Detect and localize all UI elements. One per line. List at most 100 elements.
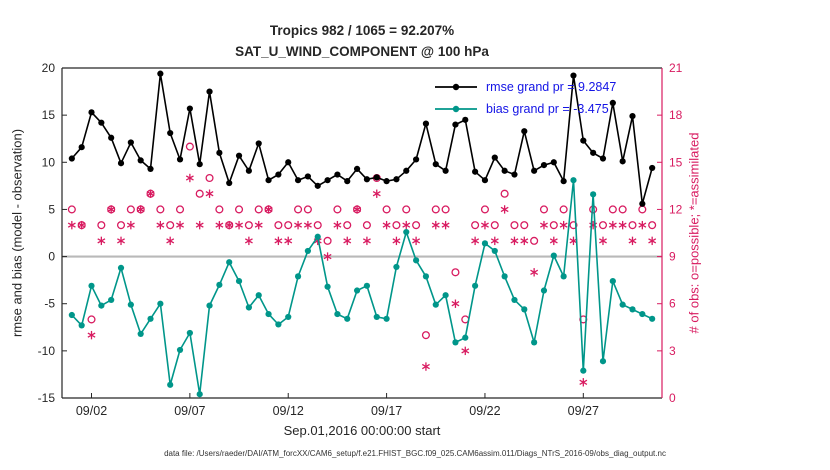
marker-filled-circle [294, 177, 302, 184]
marker-open-circle [392, 221, 401, 230]
marker-open-circle [598, 221, 608, 230]
legend-entry-rmse: rmse grand pr = 9.2847 [433, 76, 616, 98]
marker-filled-circle [235, 152, 243, 159]
marker-filled-circle [78, 322, 85, 329]
marker-filled-circle [275, 321, 282, 328]
marker-filled-circle [334, 171, 341, 178]
marker-open-circle [402, 205, 411, 214]
marker-filled-circle [353, 165, 361, 172]
y-tick-label-right: 6 [669, 297, 676, 311]
marker-asterisk [254, 222, 263, 228]
marker-filled-circle [531, 339, 538, 346]
x-tick-label: 09/02 [76, 404, 107, 418]
marker-open-circle [530, 236, 539, 245]
marker-filled-circle [481, 177, 489, 184]
marker-asterisk [87, 332, 96, 338]
marker-asterisk [185, 175, 194, 181]
marker-asterisk [343, 238, 352, 244]
y-tick-label-left: -5 [44, 297, 55, 311]
marker-filled-circle [531, 167, 538, 174]
marker-filled-circle [403, 228, 410, 236]
marker-open-circle [116, 221, 126, 230]
marker-filled-circle [649, 315, 656, 322]
marker-open-circle [175, 205, 185, 214]
marker-filled-circle [206, 302, 213, 309]
marker-filled-circle [570, 72, 577, 79]
marker-filled-circle [255, 140, 262, 147]
marker-filled-circle [255, 292, 262, 299]
marker-filled-circle [629, 112, 636, 120]
marker-asterisk [599, 238, 607, 244]
marker-asterisk [333, 222, 342, 228]
marker-open-circle [156, 205, 165, 214]
marker-open-circle [441, 205, 450, 214]
marker-asterisk [618, 222, 627, 228]
marker-filled-circle [491, 247, 498, 255]
marker-filled-circle [599, 358, 607, 365]
marker-open-circle [294, 205, 303, 214]
x-tick-label: 09/27 [568, 404, 599, 418]
marker-filled-circle [511, 171, 518, 178]
marker-open-circle [628, 221, 637, 230]
marker-filled-circle [275, 171, 282, 178]
bias-line [71, 179, 653, 396]
marker-asterisk [353, 206, 362, 213]
marker-filled-circle [88, 109, 95, 116]
marker-asterisk [549, 238, 558, 244]
marker-asterisk [648, 238, 657, 244]
marker-asterisk [205, 191, 214, 197]
marker-open-circle [500, 189, 509, 198]
marker-filled-circle [412, 156, 420, 163]
y-tick-label-right: 18 [669, 108, 683, 122]
y-tick-label-left: 0 [48, 250, 55, 264]
marker-asterisk [244, 238, 253, 244]
marker-filled-circle [216, 281, 223, 288]
legend-sample-rmse-line [435, 83, 477, 91]
marker-open-circle [234, 205, 244, 214]
marker-filled-circle [294, 273, 302, 280]
marker-filled-circle [344, 315, 351, 322]
marker-filled-circle [452, 339, 459, 346]
marker-filled-circle [206, 88, 213, 95]
marker-open-circle [559, 205, 568, 214]
marker-asterisk [461, 348, 470, 354]
marker-asterisk [146, 191, 155, 197]
marker-filled-circle [393, 176, 400, 183]
marker-filled-circle [472, 282, 479, 289]
marker-asterisk [235, 222, 244, 228]
marker-open-circle [323, 236, 332, 245]
marker-filled-circle [599, 155, 607, 162]
marker-open-circle [471, 221, 480, 230]
marker-filled-circle [186, 105, 193, 112]
marker-open-circle [431, 205, 440, 214]
marker-filled-circle [304, 247, 312, 255]
marker-filled-circle [98, 119, 105, 126]
marker-asterisk [284, 238, 293, 244]
marker-filled-circle [560, 273, 567, 280]
marker-asterisk [530, 269, 539, 275]
marker-open-circle [87, 315, 96, 324]
legend-sample-bias-line [435, 105, 477, 113]
marker-asterisk [402, 222, 411, 228]
marker-open-circle [510, 221, 519, 230]
marker-filled-circle [442, 167, 449, 174]
marker-filled-circle [393, 263, 400, 271]
marker-filled-circle [639, 200, 646, 207]
marker-filled-circle [550, 159, 557, 166]
marker-filled-circle [127, 139, 134, 146]
marker-filled-circle [363, 282, 371, 289]
marker-open-circle [490, 221, 499, 230]
marker-filled-circle [590, 149, 597, 156]
marker-asterisk [97, 238, 106, 244]
marker-filled-circle [383, 315, 390, 322]
marker-filled-circle [88, 282, 95, 289]
marker-filled-circle [324, 283, 331, 290]
marker-filled-circle [363, 176, 371, 183]
rmse-line [71, 72, 653, 205]
marker-filled-circle [304, 173, 312, 180]
marker-open-circle [126, 205, 135, 214]
marker-open-circle [549, 221, 558, 230]
marker-filled-circle [373, 313, 380, 321]
marker-filled-circle [216, 149, 223, 156]
